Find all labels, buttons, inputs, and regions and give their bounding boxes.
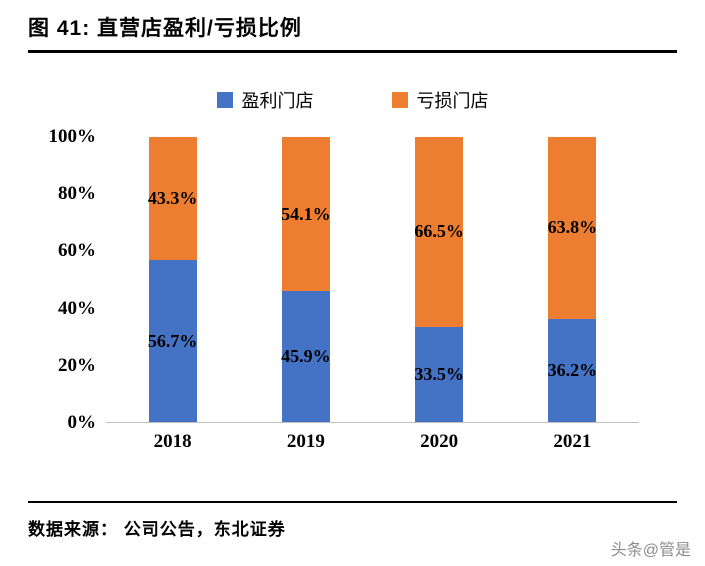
bar-stack: 66.5% 33.5%: [414, 137, 464, 422]
legend-item: 盈利门店: [216, 87, 314, 113]
x-tick-label: 2020: [420, 431, 459, 452]
bar-segment: 56.7%: [147, 260, 198, 422]
figure-title: 图 41: 直营店盈利/亏损比例: [28, 17, 302, 40]
bar-segment: 33.5%: [414, 326, 464, 422]
footer-divider: [28, 501, 677, 503]
legend-item: 亏损门店: [391, 87, 489, 113]
y-tick-label: 0%: [67, 412, 97, 433]
y-tick-label: 60%: [58, 240, 96, 262]
segment-value-label: 43.3%: [147, 188, 198, 209]
figure-header: 图 41: 直营店盈利/亏损比例: [28, 12, 677, 53]
legend-swatch-icon: [216, 92, 233, 108]
bar-segment: 45.9%: [281, 291, 331, 422]
x-tick-label: 2018: [153, 431, 192, 452]
legend-label: 盈利门店: [241, 91, 314, 111]
x-axis: 2018 2019 2020 2021: [106, 431, 639, 453]
bar-stack: 54.1% 45.9%: [281, 137, 331, 422]
chart-legend: 盈利门店 亏损门店: [28, 87, 677, 113]
y-tick-label: 40%: [58, 297, 96, 319]
bar-segment: 43.3%: [147, 137, 198, 261]
watermark: 头条@管是: [610, 542, 691, 559]
bar-column: 43.3% 56.7%: [106, 137, 239, 422]
bar-stack: 43.3% 56.7%: [147, 137, 198, 422]
stacked-bar-chart: 0% 20% 40% 60% 80% 100% 43.3% 56.7% 54.1% 45.9% 6…: [28, 126, 677, 433]
y-tick-label: 20%: [58, 354, 96, 376]
segment-value-label: 33.5%: [414, 363, 464, 384]
bar-column: 54.1% 45.9%: [239, 137, 372, 422]
segment-value-label: 45.9%: [281, 346, 331, 367]
segment-value-label: 36.2%: [547, 359, 598, 380]
y-tick-label: 100%: [48, 126, 97, 147]
bar-segment: 36.2%: [547, 318, 598, 422]
bar-segment: 54.1%: [281, 137, 331, 292]
data-source: 数据来源： 公司公告，东北证券: [28, 520, 286, 539]
bar-column: 63.8% 36.2%: [506, 137, 639, 422]
bar-segment: 66.5%: [414, 137, 464, 327]
title-divider: [28, 50, 677, 53]
y-tick-label: 80%: [58, 183, 96, 205]
bar-column: 66.5% 33.5%: [373, 137, 506, 422]
bar-stack: 63.8% 36.2%: [547, 137, 598, 422]
x-tick-label: 2021: [553, 431, 592, 452]
segment-value-label: 56.7%: [147, 330, 198, 351]
segment-value-label: 66.5%: [414, 221, 464, 242]
legend-label: 亏损门店: [416, 91, 489, 111]
x-tick-label: 2019: [286, 431, 325, 452]
segment-value-label: 54.1%: [281, 203, 331, 224]
segment-value-label: 63.8%: [547, 217, 598, 238]
y-axis: 0% 20% 40% 60% 80% 100%: [28, 126, 106, 433]
plot-area: 43.3% 56.7% 54.1% 45.9% 66.5% 33.5% 63.8% 36.2%: [106, 137, 639, 423]
bar-segment: 63.8%: [547, 137, 598, 319]
legend-swatch-icon: [391, 92, 408, 108]
